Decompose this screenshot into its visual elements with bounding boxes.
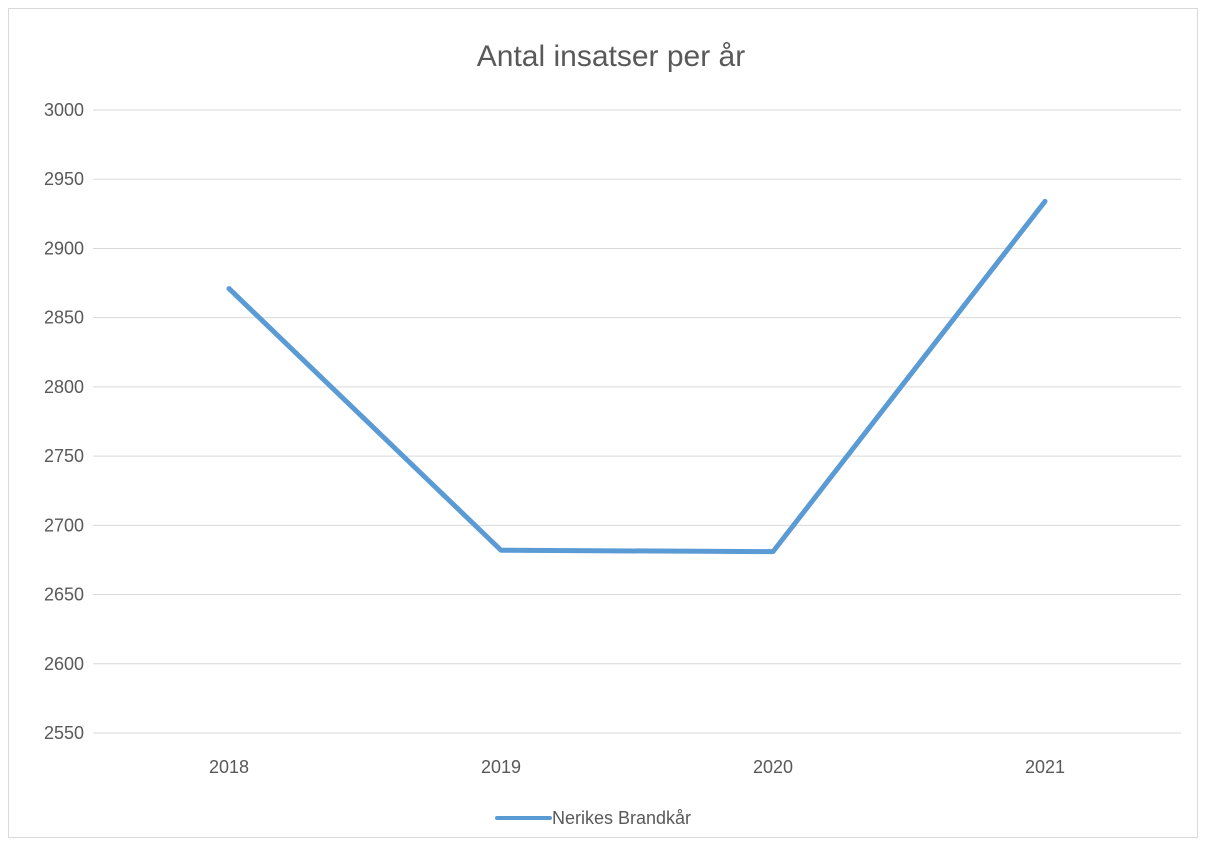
legend: Nerikes Brandkår [495,808,691,828]
y-tick-label: 2600 [44,654,84,674]
y-tick-label: 2850 [44,308,84,328]
series-lines [226,198,1048,555]
y-tick-label: 2700 [44,515,84,535]
series-line [226,198,1048,555]
y-tick-label: 2550 [44,723,84,743]
legend-label: Nerikes Brandkår [552,808,691,828]
chart-frame [8,8,1198,838]
chart-title: Antal insatser per år [477,40,745,73]
x-tick-label: 2019 [481,757,521,777]
y-tick-label: 2750 [44,446,84,466]
gridlines [93,109,1181,734]
y-tick-label: 2900 [44,238,84,258]
x-tick-label: 2021 [1025,757,1065,777]
y-tick-label: 2950 [44,169,84,189]
y-tick-label: 2650 [44,585,84,605]
x-tick-label: 2020 [753,757,793,777]
y-tick-label: 2800 [44,377,84,397]
x-axis-ticks: 2018 2019 2020 2021 [209,757,1065,777]
y-tick-label: 3000 [44,100,84,120]
x-tick-label: 2018 [209,757,249,777]
y-axis-ticks: 2550 2600 2650 2700 2750 2800 2850 2900 2950 3000 [44,100,84,743]
